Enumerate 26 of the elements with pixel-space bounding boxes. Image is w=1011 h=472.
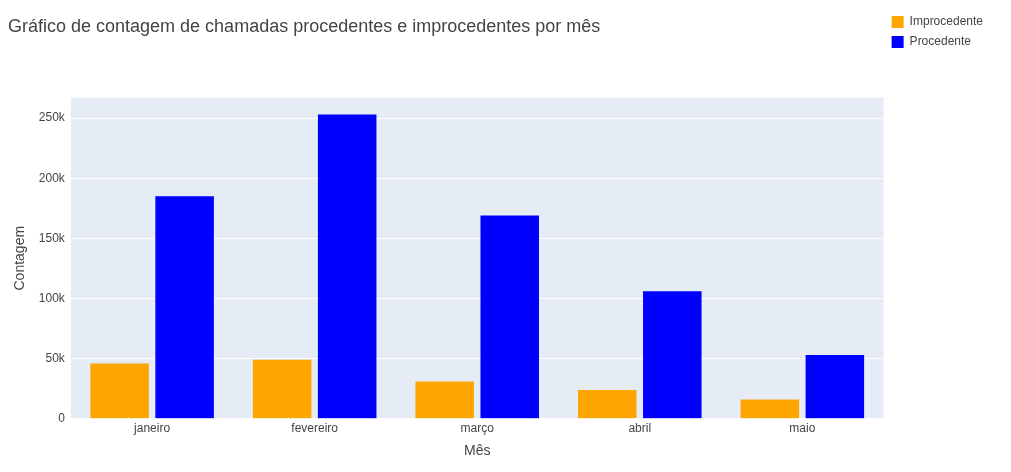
bar	[252, 359, 312, 419]
y-tick-label: 0	[58, 411, 66, 426]
x-tick-label: fevereiro	[291, 421, 339, 436]
y-tick-label: 50k	[45, 350, 66, 365]
x-tick-label: janeiro	[133, 421, 171, 436]
x-tick-label: março	[460, 421, 495, 436]
y-tick-label: 150k	[38, 230, 66, 245]
bar	[480, 215, 539, 419]
bar	[317, 114, 377, 419]
bar	[643, 291, 702, 419]
x-axis-title: Mês	[464, 442, 491, 459]
legend-label: Procedente	[909, 34, 972, 49]
y-tick-label: 250k	[38, 110, 66, 125]
bar	[415, 381, 474, 419]
bar	[740, 399, 800, 419]
bar	[805, 355, 865, 419]
bar	[155, 196, 214, 419]
y-axis-title: Contagem	[11, 225, 28, 291]
bar	[90, 363, 149, 419]
x-tick-label: maio	[789, 421, 816, 436]
y-tick-label: 200k	[38, 170, 66, 185]
bar	[578, 389, 637, 419]
legend-label: Improcedente	[909, 14, 984, 29]
x-tick-label: abril	[628, 421, 652, 436]
chart-title: Gráfico de contagem de chamadas procedentes e improcedentes por mês	[8, 15, 601, 36]
y-tick-label: 100k	[38, 290, 66, 305]
